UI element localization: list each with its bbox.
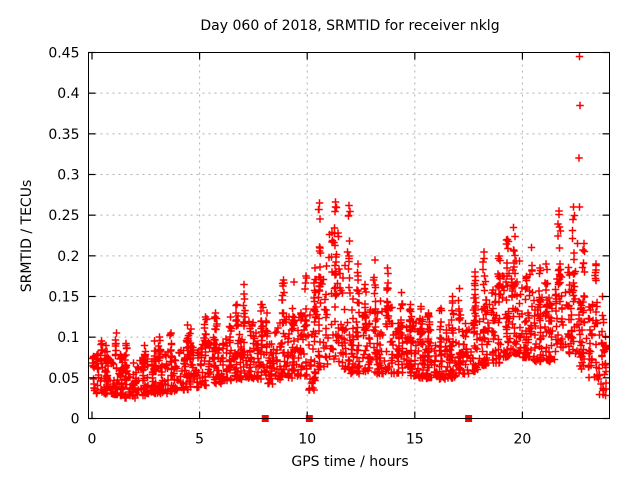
x-tick-label: 0 <box>88 432 97 448</box>
x-tick-label: 15 <box>406 432 424 448</box>
x-axis-label: GPS time / hours <box>291 454 408 470</box>
y-tick-label: 0 <box>71 412 80 428</box>
x-tick-label: 5 <box>195 432 204 448</box>
y-tick-label: 0.25 <box>48 208 79 224</box>
y-tick-label: 0.05 <box>48 371 79 387</box>
plot-border <box>87 51 611 420</box>
y-tick-label: 0.35 <box>48 127 79 143</box>
axes: 0 5 10 15 20 0 0.05 0.1 0.15 0.2 0.25 0.3 0.35 0.4 0.4… <box>48 46 611 448</box>
y-tick-label: 0.3 <box>57 168 79 184</box>
x-tick-label: 20 <box>514 432 532 448</box>
scatter-points-path <box>88 52 610 402</box>
y-tick-label: 0.1 <box>57 330 79 346</box>
data-points <box>88 52 610 422</box>
y-tick-label: 0.45 <box>48 46 79 62</box>
y-tick-label: 0.2 <box>57 249 79 265</box>
grid-lines <box>88 52 610 419</box>
x-tick-label: 10 <box>298 432 316 448</box>
y-tick-label: 0.4 <box>57 86 79 102</box>
y-axis-label: SRMTID / TECUs <box>19 180 35 293</box>
chart-title: Day 060 of 2018, SRMTID for receiver nkl… <box>200 18 499 34</box>
y-tick-label: 0.15 <box>48 290 79 306</box>
